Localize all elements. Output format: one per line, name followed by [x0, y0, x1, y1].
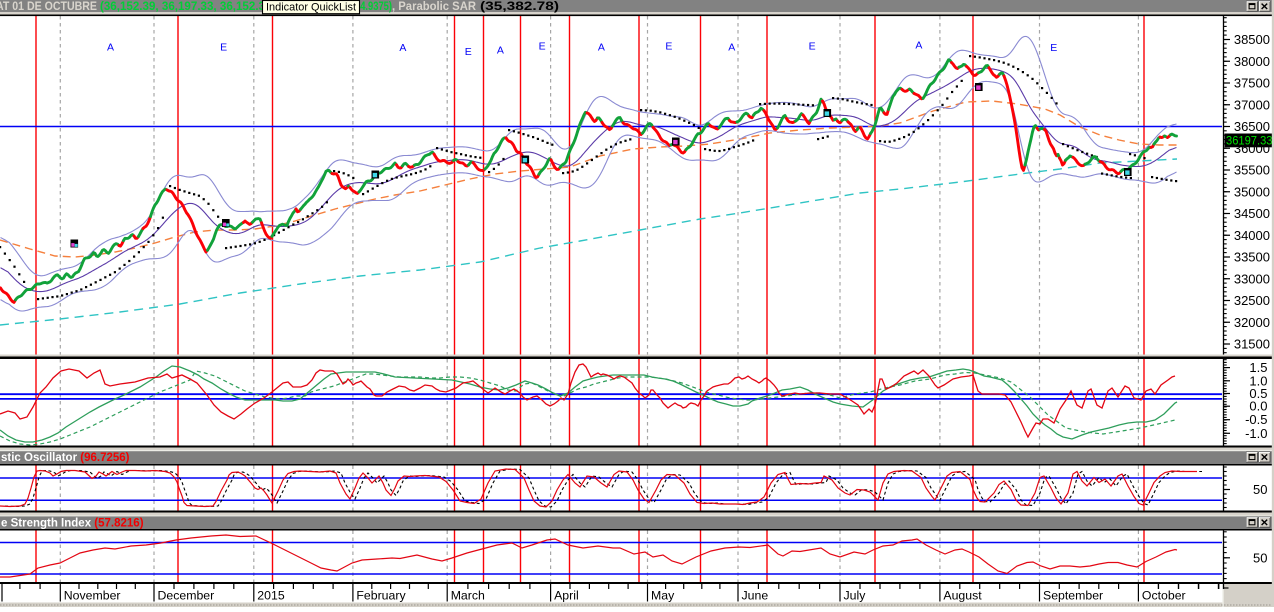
svg-text:(36,152.39, 36,197.33, 36,152.: (36,152.39, 36,197.33, 36,152.3: [100, 1, 265, 13]
svg-text:A: A: [497, 45, 504, 57]
svg-text:50: 50: [1253, 482, 1267, 497]
svg-text:July: July: [844, 589, 867, 603]
svg-text:2015: 2015: [257, 589, 285, 603]
svg-text:33500: 33500: [1234, 250, 1270, 265]
svg-text:(35,382.78): (35,382.78): [480, 0, 559, 13]
svg-text:December: December: [158, 589, 215, 603]
svg-text:April: April: [554, 589, 579, 603]
svg-text:35500: 35500: [1234, 163, 1270, 178]
svg-text:-1.0: -1.0: [1245, 426, 1267, 441]
svg-text:, Parabolic SAR: , Parabolic SAR: [392, 1, 477, 13]
svg-text:E: E: [539, 41, 546, 53]
svg-text:38500: 38500: [1234, 32, 1270, 47]
svg-text:E: E: [665, 41, 672, 53]
svg-text:32000: 32000: [1234, 315, 1270, 330]
svg-text:E: E: [1050, 42, 1057, 54]
svg-text:35000: 35000: [1234, 184, 1270, 199]
svg-text:A: A: [399, 42, 406, 54]
svg-text:February: February: [356, 589, 406, 603]
svg-text:37000: 37000: [1234, 97, 1270, 112]
svg-text:E: E: [465, 46, 472, 58]
svg-text:August: August: [943, 589, 982, 603]
svg-text:June: June: [742, 589, 769, 603]
svg-text:50: 50: [1253, 550, 1267, 565]
svg-text:October: October: [1142, 589, 1186, 603]
svg-text:A: A: [728, 42, 735, 54]
svg-text:A: A: [915, 40, 922, 52]
svg-text:37500: 37500: [1234, 76, 1270, 91]
svg-text:A: A: [598, 42, 605, 54]
svg-text:34000: 34000: [1234, 228, 1270, 243]
svg-text:36500: 36500: [1234, 119, 1270, 134]
svg-text:E: E: [809, 41, 816, 53]
svg-text:Indicator QuickList: Indicator QuickList: [266, 2, 357, 14]
svg-text:33000: 33000: [1234, 271, 1270, 286]
svg-text:32500: 32500: [1234, 293, 1270, 308]
svg-text:May: May: [651, 589, 675, 603]
svg-text:March: March: [451, 589, 485, 603]
svg-text:36197.33: 36197.33: [1226, 135, 1273, 147]
svg-text:34500: 34500: [1234, 206, 1270, 221]
svg-text:e Strength Index (57.8216): e Strength Index (57.8216): [1, 517, 144, 529]
svg-text:September: September: [1043, 589, 1103, 603]
svg-text:31500: 31500: [1234, 337, 1270, 352]
svg-text:E: E: [220, 42, 227, 54]
svg-text:stic Oscillator (96.7256): stic Oscillator (96.7256): [1, 452, 130, 464]
svg-text:38000: 38000: [1234, 54, 1270, 69]
svg-text:AT 01 DE OCTUBRE: AT 01 DE OCTUBRE: [0, 1, 97, 13]
svg-text:44.9375): 44.9375): [355, 1, 392, 13]
svg-text:A: A: [107, 42, 114, 54]
svg-text:November: November: [64, 589, 121, 603]
